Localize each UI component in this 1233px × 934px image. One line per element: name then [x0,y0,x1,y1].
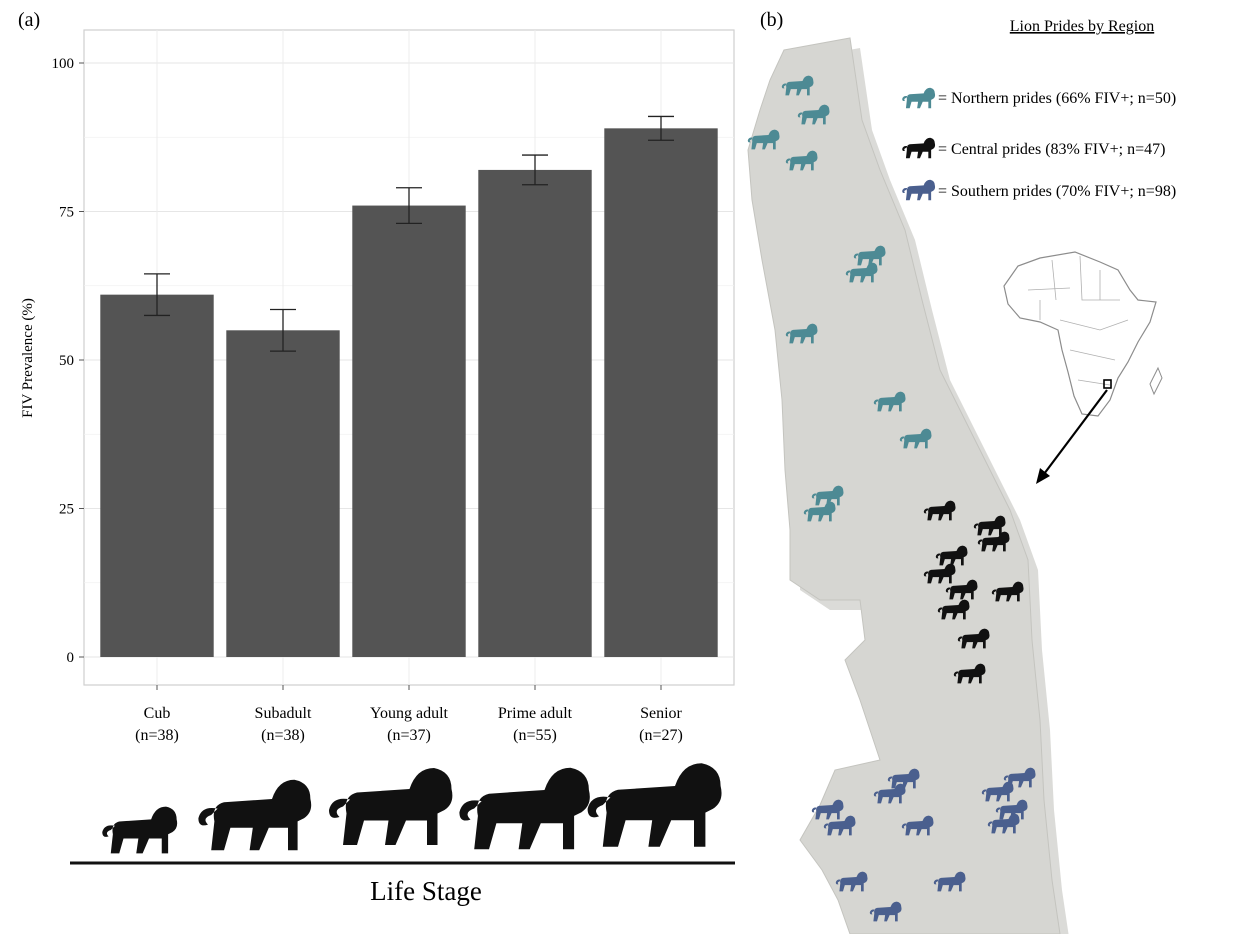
prime-adult-silhouette-icon [459,767,590,850]
legend-label-central: = Central prides (83% FIV+; n=47) [938,141,1165,158]
central-lion-icon [902,137,936,159]
bars [100,128,718,658]
x-axis-labels: Cub (n=38) Subadult (n=38) Young adult (n=37)… [135,685,683,744]
map-title: Lion Prides by Region [1010,18,1154,35]
y-axis-ticks: 0 25 50 75 100 [52,56,84,666]
panel-b: (b) Lion Prides by Region [747,9,1176,934]
y-tick-label: 75 [59,205,74,221]
x-tick-label: Senior [640,705,682,722]
y-tick-label: 100 [52,56,75,72]
panel-a-label: (a) [18,9,40,31]
x-sample-size-label: (n=55) [513,727,557,744]
southern-lion-icon [902,179,936,201]
young-adult-silhouette-icon [329,768,453,845]
bar-cub [100,294,214,657]
y-axis-title: FIV Prevalence (%) [20,298,36,418]
legend-item-northern: = Northern prides (66% FIV+; n=50) [902,87,1176,109]
legend-item-southern: = Southern prides (70% FIV+; n=98) [902,179,1176,201]
cub-silhouette-icon [102,806,178,854]
x-sample-size-label: (n=38) [261,727,305,744]
northern-lion-icon [902,87,936,109]
legend-item-central: = Central prides (83% FIV+; n=47) [902,137,1165,159]
panel-a: (a) 0 25 50 75 100 Cub (n=38) Subadult (n=38) Yo… [18,9,735,906]
locator-arrow-icon [1036,389,1108,484]
x-tick-label: Subadult [255,705,312,722]
africa-inset-icon [1003,251,1163,417]
x-tick-label: Prime adult [498,705,573,722]
legend-label-southern: = Southern prides (70% FIV+; n=98) [938,183,1176,200]
x-axis-title: Life Stage [370,876,482,906]
panel-b-label: (b) [760,9,783,31]
y-tick-label: 25 [59,502,74,518]
bar-subadult [226,330,340,657]
x-tick-label: Young adult [370,705,449,722]
region-map [747,37,1061,934]
x-sample-size-label: (n=27) [639,727,683,744]
bar-senior [604,128,718,658]
x-tick-label: Cub [144,705,171,722]
error-bars [144,115,674,352]
legend-label-northern: = Northern prides (66% FIV+; n=50) [938,90,1176,107]
senior-silhouette-icon [587,763,722,847]
y-tick-label: 50 [59,353,74,369]
y-tick-label: 0 [67,650,75,666]
bar-young-adult [352,205,466,657]
bar-prime-adult [478,169,592,658]
x-sample-size-label: (n=37) [387,727,431,744]
life-stage-silhouettes [102,763,722,854]
legend: = Northern prides (66% FIV+; n=50) = Cen… [902,87,1176,201]
x-sample-size-label: (n=38) [135,727,179,744]
subadult-silhouette-icon [198,779,312,851]
